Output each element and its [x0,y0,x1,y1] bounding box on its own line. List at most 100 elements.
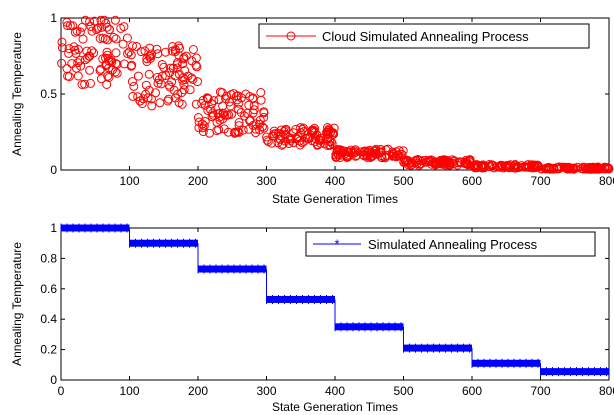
data-point [111,59,121,68]
data-point [71,48,81,58]
data-point [244,100,254,110]
data-point [111,48,121,58]
data-point [87,26,97,36]
data-point [191,53,201,63]
data-point [157,71,167,81]
data-point [286,133,296,143]
bottom-chart: 010020030040050060070080000.20.40.60.81 … [10,221,614,414]
data-point [89,48,99,58]
data-point [174,98,184,108]
data-point [57,37,67,47]
x-tick-label: 700 [530,174,550,188]
top-series-cloud [57,15,614,174]
data-point [155,98,165,108]
data-point [603,164,613,174]
y-tick-label: 1 [50,221,57,235]
step-band [198,265,267,273]
data-point [480,161,490,171]
data-point [197,119,207,129]
data-point [213,109,223,119]
y-tick-label: 1 [50,11,57,25]
x-tick-label: 600 [462,174,482,188]
data-point [133,71,143,81]
data-point [230,128,240,138]
data-point [298,123,308,133]
data-point [109,32,119,42]
data-point [308,127,318,137]
data-point [249,105,259,115]
data-point [591,163,601,172]
data-point [129,81,139,91]
data-point [123,49,133,59]
data-point [188,75,198,84]
data-point [169,85,179,95]
data-point [147,49,157,59]
data-point [528,160,538,170]
data-point [359,151,369,161]
data-point [157,60,167,69]
data-point [133,92,143,102]
data-point [144,69,154,79]
data-point [67,59,77,69]
data-point [263,137,273,147]
x-tick-label: 400 [325,384,345,398]
data-point [381,150,391,160]
data-point [146,94,156,104]
data-point [132,42,141,51]
data-point [93,23,103,33]
data-point [280,125,290,135]
data-point [152,72,162,82]
data-point [431,159,441,169]
step-band [472,359,541,367]
data-point [322,127,331,137]
data-point [179,85,189,95]
data-point [137,99,147,109]
data-point [560,163,570,172]
data-point [439,155,449,165]
data-point [111,34,121,44]
data-point [375,145,385,154]
data-point [205,128,214,138]
data-point [191,60,201,70]
y-tick-label: 0 [50,373,57,387]
y-tick-label: 0 [50,163,57,177]
data-point [127,77,137,87]
data-point [136,47,146,57]
y-tick-label: 0.8 [40,251,57,265]
data-point [119,59,129,69]
data-point [299,137,309,146]
data-point [251,128,261,138]
data-point [119,22,129,32]
data-point [305,132,315,142]
data-point [511,163,521,173]
data-point [185,85,195,95]
data-point [85,65,95,75]
data-point [100,34,110,44]
data-point [77,80,87,89]
data-point [346,145,356,155]
data-point [234,118,244,127]
data-point [86,78,95,88]
data-point [215,115,225,125]
x-tick-label: 100 [119,384,139,398]
step-band [540,368,609,376]
data-point [236,108,246,117]
data-point [128,41,137,51]
data-point [225,101,235,111]
data-point [278,139,288,149]
data-point [57,43,67,53]
data-point [289,128,299,138]
bottom-x-axis-label: State Generation Times [272,400,398,414]
data-point [234,104,243,114]
data-point [80,15,90,25]
data-point [331,152,341,162]
data-point [174,51,184,60]
data-point [193,113,203,122]
data-point [404,158,414,168]
data-point [512,162,521,172]
data-point [198,123,208,133]
data-point [298,125,308,134]
data-point [262,132,272,142]
data-point [70,27,80,37]
data-point [349,148,359,158]
